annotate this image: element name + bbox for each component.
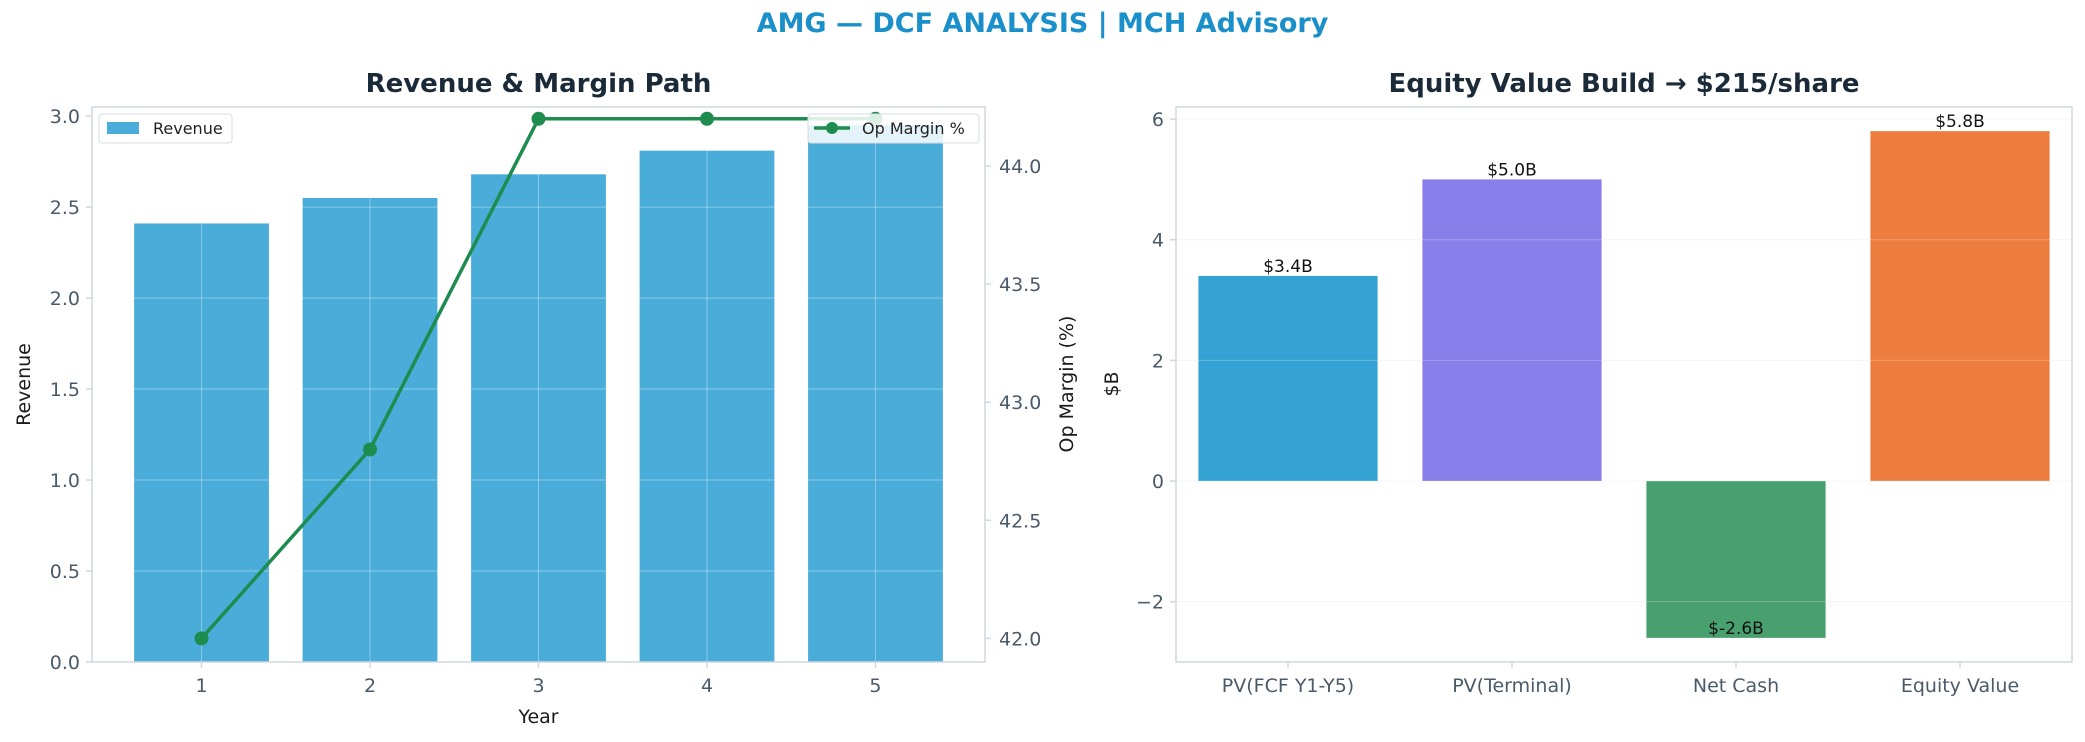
y2-tick-label: 42.0 [999, 628, 1041, 650]
revenue-margin-chart: 0.0 0.5 1.0 1.5 2.0 2.5 3.0 42.0 42.5 43.0 43.5 44.… [13, 69, 1078, 728]
chart-title: Equity Value Build → $215/share [1388, 69, 1859, 99]
legend-label: Revenue [153, 119, 223, 138]
x-tick-label: 3 [532, 675, 544, 697]
revenue-bar [302, 197, 438, 662]
y-axis-label: $B [1101, 371, 1123, 396]
legend-swatch [107, 122, 139, 134]
x-tick-label: PV(Terminal) [1452, 675, 1572, 697]
y-tick-label: −2 [1136, 592, 1164, 614]
x-tick-label: PV(FCF Y1-Y5) [1222, 675, 1354, 697]
page-title: AMG — DCF ANALYSIS | MCH Advisory [756, 8, 1329, 39]
x-axis-label: Year [517, 706, 558, 728]
value-bar [1646, 481, 1826, 638]
y-tick-label: 0.0 [50, 652, 80, 674]
revenue-bar [639, 150, 775, 663]
y-tick-label: 6 [1152, 109, 1164, 131]
y2-axis-label: Op Margin (%) [1056, 316, 1078, 453]
legend-box [98, 113, 233, 144]
op-margin-point [531, 111, 546, 126]
x-tick-label: Net Cash [1693, 675, 1779, 697]
bar-data-label: $3.4B [1263, 257, 1313, 277]
bar-data-label: $-2.6B [1708, 619, 1764, 639]
legend-box [807, 113, 980, 144]
chart-title: Revenue & Margin Path [366, 69, 712, 99]
y-tick-label: 2.5 [50, 197, 80, 219]
bar-data-label: $5.0B [1487, 160, 1537, 180]
y-tick-label: 0 [1152, 471, 1164, 493]
y-tick-label: 0.5 [50, 561, 80, 583]
x-tick-label: 5 [869, 675, 881, 697]
y2-tick-label: 44.0 [999, 156, 1041, 178]
revenue-bar [808, 125, 943, 663]
legend-label: Op Margin % [862, 119, 965, 138]
op-margin-point [699, 111, 714, 126]
y-tick-label: 2 [1152, 350, 1164, 372]
legend-revenue: Revenue [98, 113, 233, 144]
value-bar [1870, 131, 2050, 482]
y2-tick-label: 42.5 [999, 510, 1041, 532]
y-tick-label: 3.0 [50, 106, 80, 128]
x-tick-label: 2 [364, 675, 376, 697]
x-tick-label: 4 [701, 675, 713, 697]
legend-marker [826, 122, 838, 134]
legend-op-margin: Op Margin % [807, 113, 980, 144]
bar-data-label: $5.8B [1935, 112, 1985, 132]
revenue-bar [471, 174, 606, 662]
y-tick-label: 1.5 [50, 379, 80, 401]
equity-value-chart: $3.4B $5.0B $-2.6B $5.8B −2 0 2 4 6 PV(FCF Y1-Y5)… [1101, 69, 2073, 697]
op-margin-point [363, 442, 378, 457]
y2-tick-label: 43.5 [999, 274, 1041, 296]
y2-tick-label: 43.0 [999, 392, 1041, 414]
value-bar [1198, 275, 1378, 482]
x-tick-label: Equity Value [1901, 675, 2019, 697]
x-tick-label: 1 [195, 675, 207, 697]
op-margin-point [194, 631, 209, 646]
plot-frame [1175, 106, 2073, 663]
y-tick-label: 2.0 [50, 288, 80, 310]
value-bar [1422, 179, 1602, 482]
y-axis-label: Revenue [13, 343, 35, 426]
y-tick-label: 1.0 [50, 470, 80, 492]
y-tick-label: 4 [1152, 230, 1164, 252]
